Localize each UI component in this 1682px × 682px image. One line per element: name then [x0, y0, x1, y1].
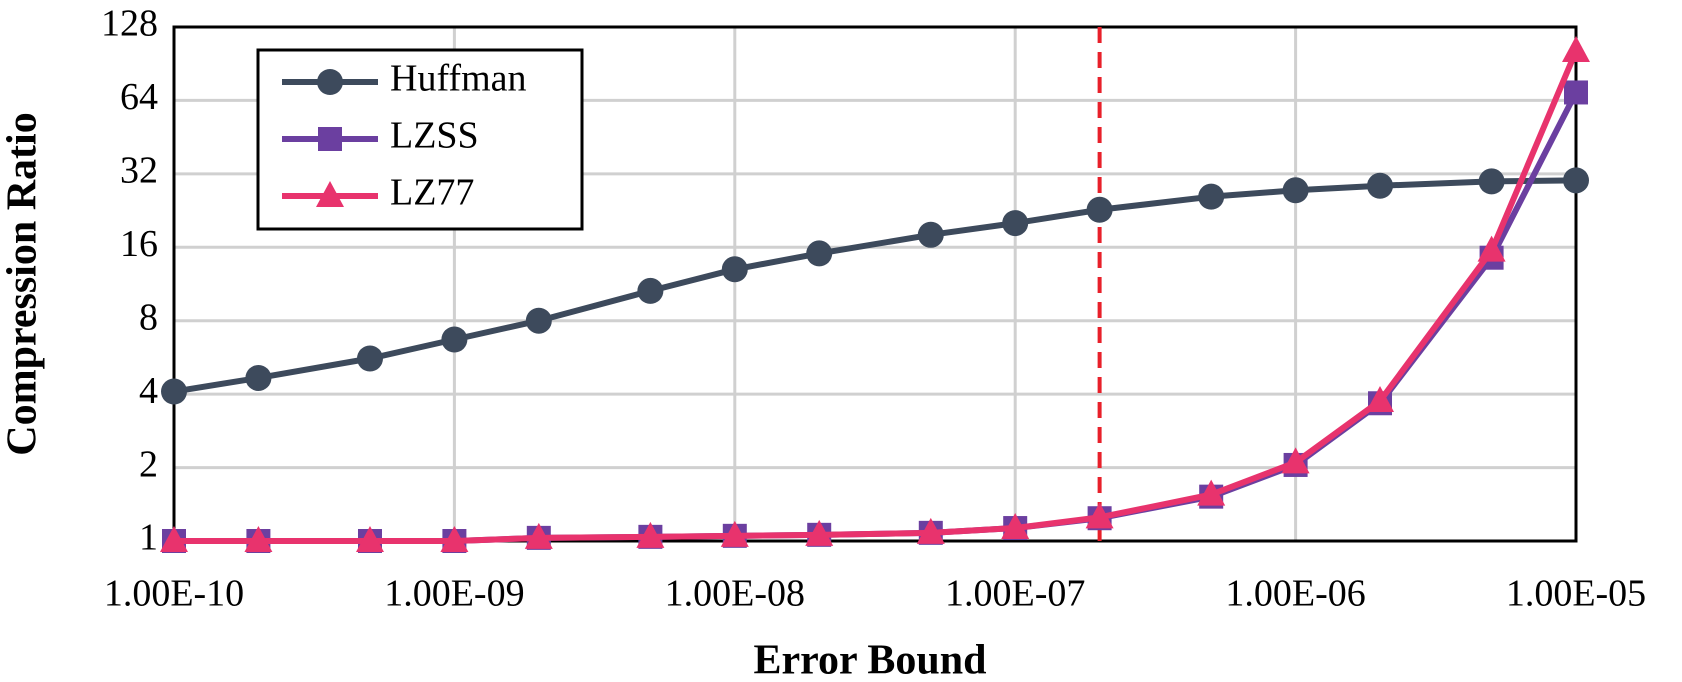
series-line: [174, 49, 1579, 544]
marker: [1198, 183, 1225, 210]
x-axis-title: Error Bound: [753, 638, 986, 682]
x-tick-label: 1.00E-07: [945, 573, 1085, 615]
marker: [917, 221, 944, 248]
x-tick-label: 1.00E-06: [1225, 573, 1365, 615]
marker: [318, 127, 342, 151]
marker: [1002, 210, 1029, 237]
series-line: [173, 177, 1577, 395]
marker: [805, 519, 834, 546]
y-tick-label: 64: [120, 76, 158, 118]
marker: [356, 345, 383, 372]
marker: [440, 526, 469, 552]
marker: [1477, 235, 1506, 262]
marker: [1366, 385, 1395, 412]
marker: [1001, 513, 1030, 540]
marker: [244, 526, 273, 552]
marker: [1564, 80, 1588, 105]
marker: [316, 181, 344, 207]
x-tick-label: 1.00E-08: [665, 573, 805, 615]
marker: [355, 526, 384, 552]
y-tick-label: 32: [120, 150, 158, 192]
x-tick-label: 1.00E-10: [104, 573, 244, 615]
marker: [1197, 479, 1226, 506]
marker: [441, 326, 468, 353]
marker: [806, 240, 833, 267]
y-tick-label: 128: [101, 3, 158, 45]
marker: [636, 521, 665, 548]
marker: [1281, 447, 1310, 474]
plot-frame: [172, 25, 1578, 543]
marker: [720, 520, 749, 547]
marker: [1086, 196, 1113, 223]
marker: [1085, 502, 1114, 529]
marker: [721, 256, 748, 283]
marker: [1478, 168, 1505, 195]
legend-label: Huffman: [390, 58, 527, 100]
legend-label: LZ77: [390, 172, 474, 214]
marker: [160, 526, 188, 552]
y-tick-label: 2: [139, 443, 158, 485]
y-tick-label: 1: [139, 517, 158, 559]
legend-label: LZSS: [390, 115, 479, 157]
marker: [1563, 167, 1589, 194]
x-tick-label: 1.00E-09: [384, 573, 524, 615]
marker: [916, 517, 945, 544]
marker: [1367, 172, 1394, 199]
marker: [524, 522, 553, 549]
marker: [637, 277, 664, 304]
marker: [525, 307, 552, 334]
marker: [1282, 177, 1309, 204]
y-tick-label: 4: [139, 370, 158, 412]
y-axis-title: Compression Ratio: [0, 112, 46, 455]
y-tick-label: 8: [139, 296, 158, 338]
marker: [1562, 36, 1590, 63]
marker: [317, 69, 343, 95]
y-tick-label: 16: [120, 223, 158, 265]
marker: [245, 364, 272, 391]
marker: [161, 378, 187, 405]
x-tick-label: 1.00E-05: [1506, 573, 1646, 615]
